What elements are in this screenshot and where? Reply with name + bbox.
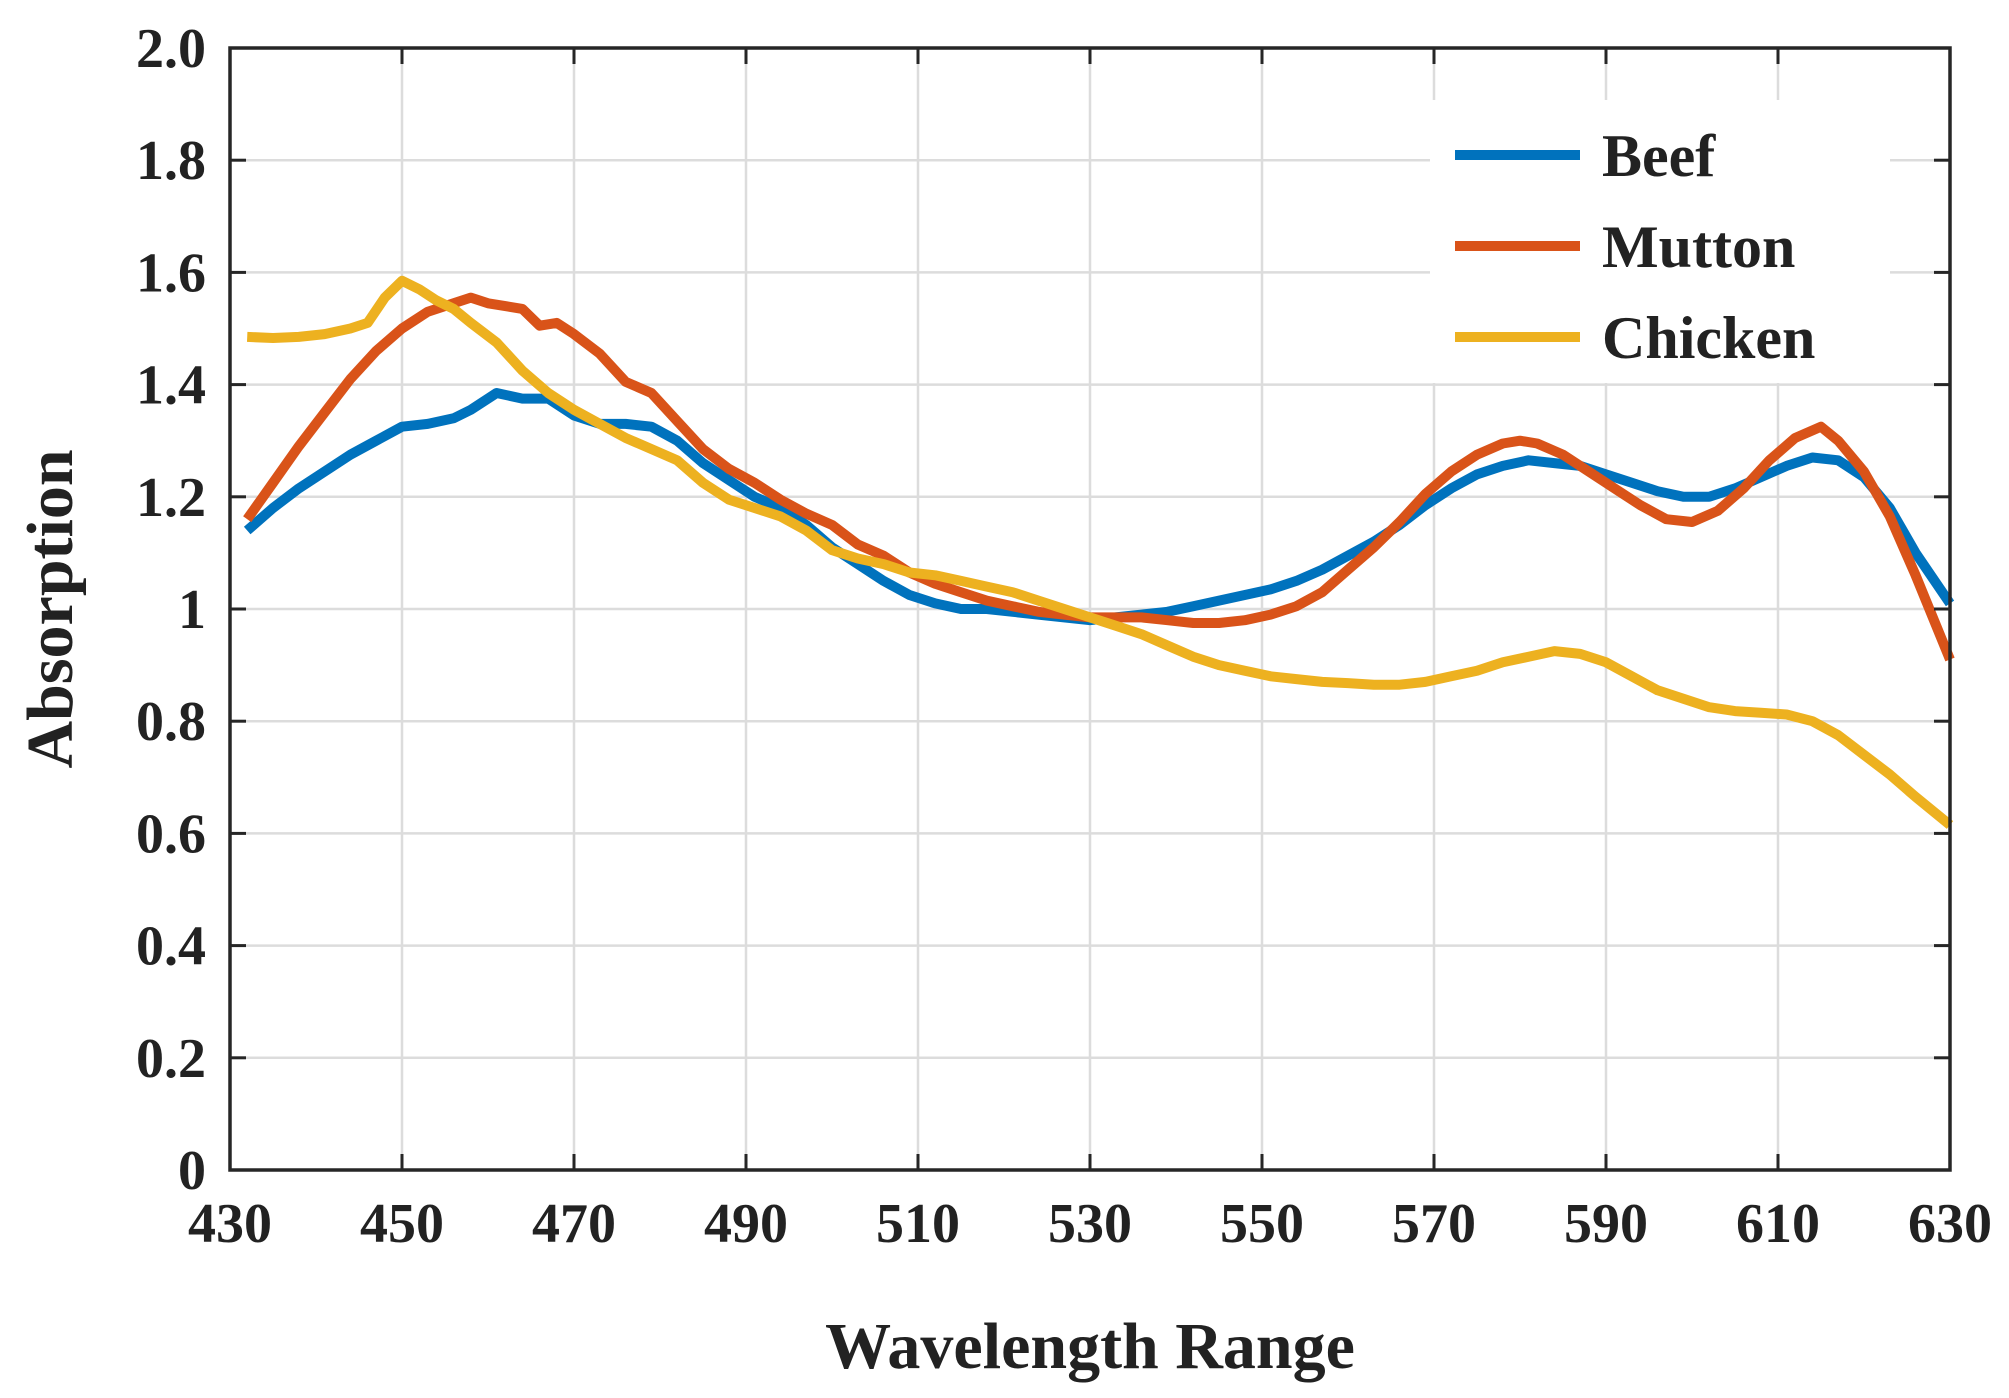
series-line-chicken xyxy=(246,275,1954,829)
y-tick-label-6: 1.2 xyxy=(136,467,206,529)
y-tick-label-3: 0.6 xyxy=(136,803,206,865)
y-tick-labels: 0 0.2 0.4 0.6 0.8 1 1.2 1.4 1.6 1.8 2.0 xyxy=(136,18,206,1202)
y-tick-label-5: 1 xyxy=(178,579,206,641)
x-tick-label-9: 610 xyxy=(1736,1193,1820,1255)
x-tick-labels: 430 450 470 490 510 530 550 570 590 610 630 xyxy=(188,1193,1992,1255)
legend-label-mutton: Mutton xyxy=(1602,214,1795,280)
x-tick-label-0: 430 xyxy=(188,1193,272,1255)
ticks xyxy=(228,46,1952,1172)
x-tick-label-7: 570 xyxy=(1392,1193,1476,1255)
x-tick-label-8: 590 xyxy=(1564,1193,1648,1255)
y-tick-label-2: 0.4 xyxy=(136,916,206,978)
legend: Beef Mutton Chicken xyxy=(1430,100,1890,383)
y-tick-label-4: 0.8 xyxy=(136,691,206,753)
x-tick-label-3: 490 xyxy=(704,1193,788,1255)
y-tick-label-9: 1.8 xyxy=(136,130,206,192)
y-tick-label-10: 2.0 xyxy=(136,18,206,80)
y-tick-label-1: 0.2 xyxy=(136,1028,206,1090)
x-tick-label-10: 630 xyxy=(1908,1193,1992,1255)
legend-label-chicken: Chicken xyxy=(1602,305,1815,371)
x-tick-label-4: 510 xyxy=(876,1193,960,1255)
y-axis-label: Absorption xyxy=(14,449,87,768)
y-tick-label-7: 1.4 xyxy=(136,355,206,417)
legend-label-beef: Beef xyxy=(1602,123,1716,189)
y-tick-label-0: 0 xyxy=(178,1140,206,1202)
x-tick-label-2: 470 xyxy=(532,1193,616,1255)
x-tick-label-5: 530 xyxy=(1048,1193,1132,1255)
y-tick-label-8: 1.6 xyxy=(136,242,206,304)
series-layer xyxy=(243,275,1955,829)
x-tick-label-6: 550 xyxy=(1220,1193,1304,1255)
x-axis-label: Wavelength Range xyxy=(825,1310,1355,1383)
x-tick-label-1: 450 xyxy=(360,1193,444,1255)
